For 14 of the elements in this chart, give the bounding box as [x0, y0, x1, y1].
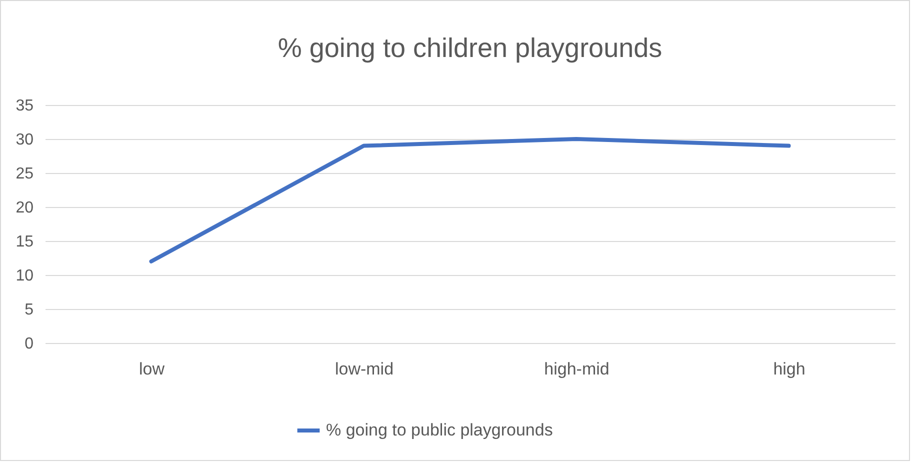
x-tick-label: low: [138, 360, 166, 378]
y-tick-label: 5: [24, 302, 34, 318]
y-tick-label: 30: [16, 132, 34, 148]
y-tick-label: 15: [16, 234, 34, 250]
y-tick-label: 35: [16, 98, 34, 114]
y-tick-label: 25: [16, 166, 34, 182]
y-tick-label: 20: [16, 200, 34, 216]
x-tick-label: low-mid: [334, 360, 394, 378]
chart-title: % going to children playgrounds: [278, 33, 662, 63]
y-tick-label: 10: [16, 268, 34, 284]
legend-label: % going to public playgrounds: [326, 420, 553, 440]
x-tick-label: high: [773, 360, 806, 378]
y-tick-label: 0: [24, 336, 34, 352]
x-tick-label: high-mid: [544, 360, 610, 378]
